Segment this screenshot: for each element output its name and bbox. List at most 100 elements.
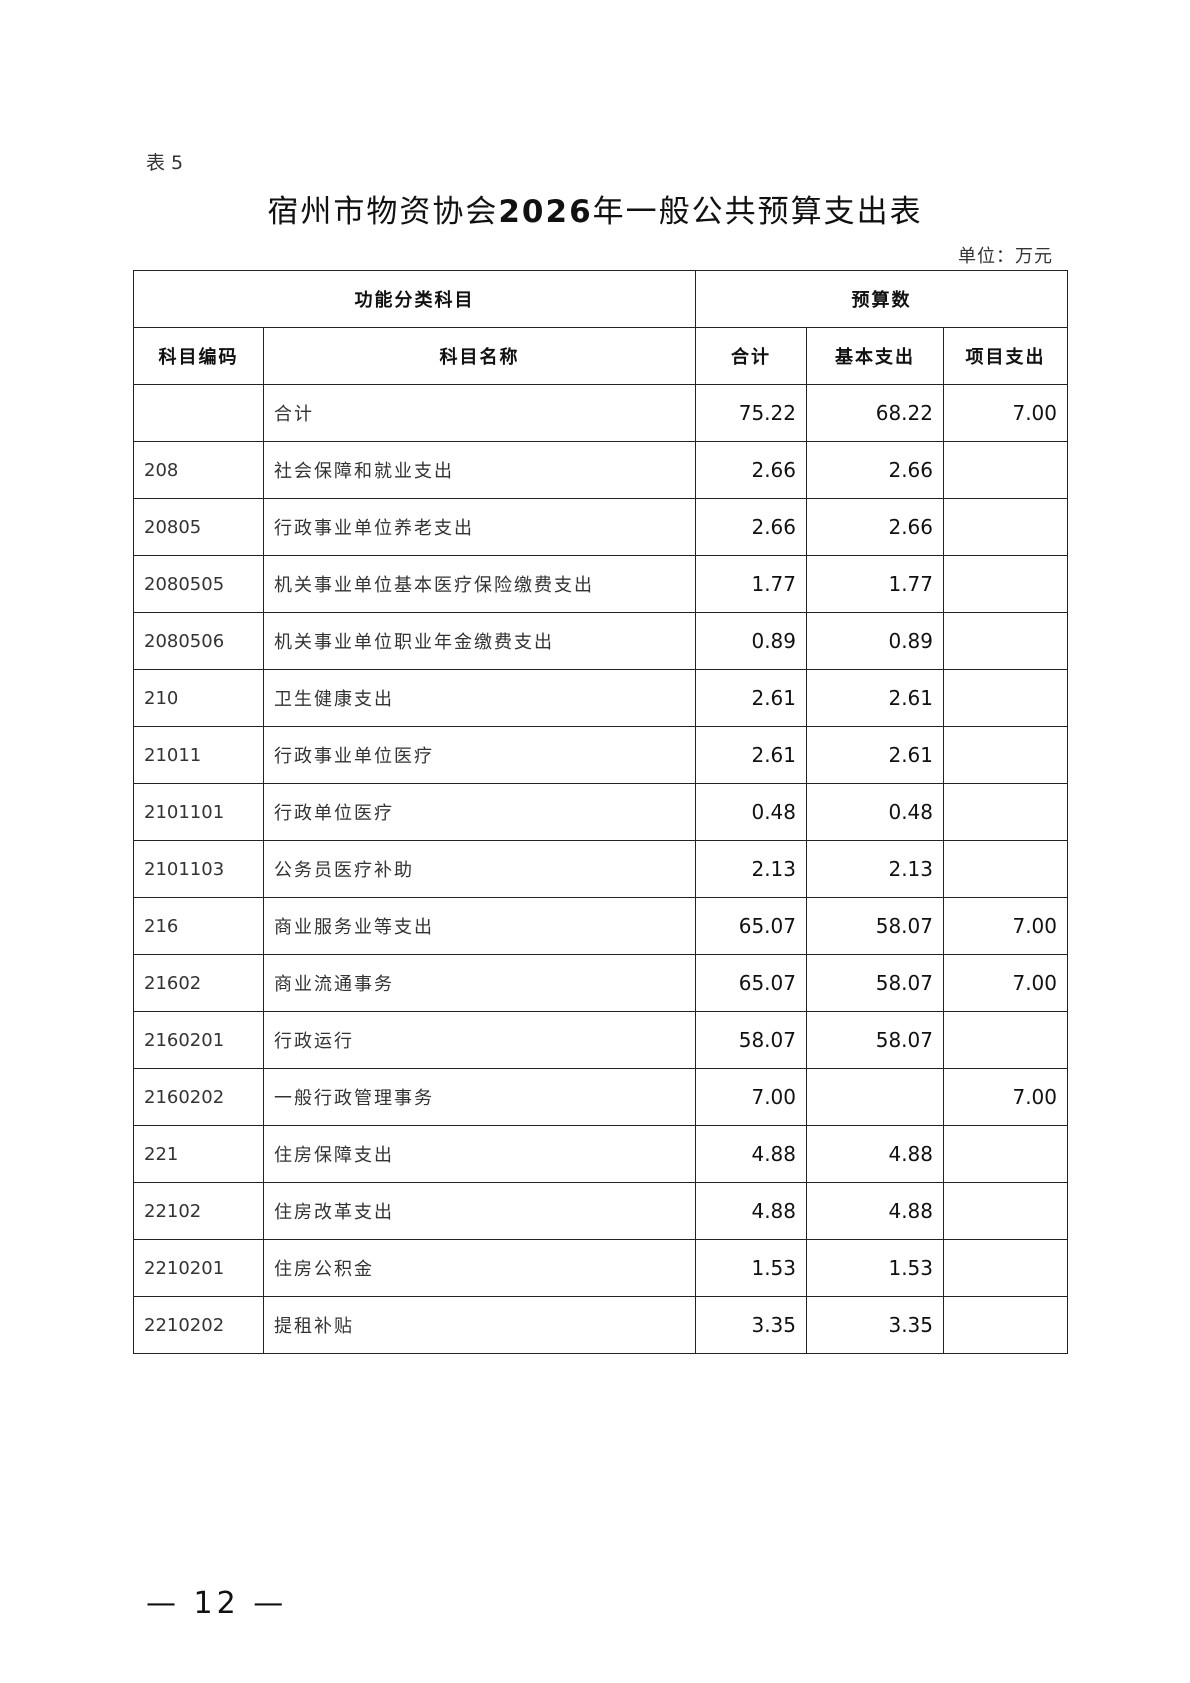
- cell-name: 社会保障和就业支出: [263, 441, 696, 499]
- title-prefix: 宿州市物资协会: [267, 194, 499, 230]
- table-row: 合计 75.22 68.22 7.00: [133, 384, 1068, 442]
- cell-code: 2101101: [133, 783, 264, 841]
- header-name: 科目名称: [263, 327, 696, 385]
- cell-code: 22102: [133, 1182, 264, 1240]
- cell-basic: 3.35: [806, 1296, 944, 1354]
- cell-name: 机关事业单位基本医疗保险缴费支出: [263, 555, 696, 613]
- cell-name: 住房保障支出: [263, 1125, 696, 1183]
- cell-basic: 58.07: [806, 897, 944, 955]
- cell-total: 4.88: [695, 1182, 807, 1240]
- budget-table: 功能分类科目 预算数 科目编码 科目名称 合计 基本支出 项目支出 合计 75.2…: [133, 270, 1068, 1354]
- table-row: 208 社会保障和就业支出 2.66 2.66: [133, 441, 1068, 499]
- cell-code: 2160201: [133, 1011, 264, 1069]
- cell-code: 20805: [133, 498, 264, 556]
- table-row: 22102 住房改革支出 4.88 4.88: [133, 1182, 1068, 1240]
- cell-total: 7.00: [695, 1068, 807, 1126]
- cell-project: 7.00: [943, 384, 1068, 442]
- header-row: 科目编码 科目名称 合计 基本支出 项目支出: [133, 327, 1068, 385]
- cell-project: [943, 1011, 1068, 1069]
- cell-project: [943, 498, 1068, 556]
- cell-name: 一般行政管理事务: [263, 1068, 696, 1126]
- cell-total: 2.61: [695, 669, 807, 727]
- cell-code: 208: [133, 441, 264, 499]
- group-header-budget: 预算数: [695, 270, 1068, 328]
- cell-total: 2.13: [695, 840, 807, 898]
- cell-project: [943, 555, 1068, 613]
- cell-project: [943, 783, 1068, 841]
- cell-total: 4.88: [695, 1125, 807, 1183]
- cell-total: 58.07: [695, 1011, 807, 1069]
- cell-name: 提租补贴: [263, 1296, 696, 1354]
- cell-name: 公务员医疗补助: [263, 840, 696, 898]
- page-title: 宿州市物资协会2026年一般公共预算支出表: [0, 186, 1190, 231]
- header-basic: 基本支出: [806, 327, 944, 385]
- cell-project: [943, 1125, 1068, 1183]
- cell-code: 221: [133, 1125, 264, 1183]
- group-header-row: 功能分类科目 预算数: [133, 270, 1068, 328]
- table-label: 表 5: [146, 152, 184, 174]
- cell-name: 合计: [263, 384, 696, 442]
- cell-name: 行政事业单位医疗: [263, 726, 696, 784]
- header-project: 项目支出: [943, 327, 1068, 385]
- cell-basic: 58.07: [806, 954, 944, 1012]
- cell-total: 2.66: [695, 441, 807, 499]
- cell-name: 住房公积金: [263, 1239, 696, 1297]
- cell-total: 2.66: [695, 498, 807, 556]
- cell-code: 2080505: [133, 555, 264, 613]
- table-row: 2210201 住房公积金 1.53 1.53: [133, 1239, 1068, 1297]
- cell-basic: 2.61: [806, 726, 944, 784]
- cell-basic: [806, 1068, 944, 1126]
- cell-project: [943, 1296, 1068, 1354]
- cell-project: [943, 1239, 1068, 1297]
- cell-project: [943, 1182, 1068, 1240]
- unit-label: 单位：万元: [958, 246, 1053, 267]
- cell-code: 2160202: [133, 1068, 264, 1126]
- table-row: 2160201 行政运行 58.07 58.07: [133, 1011, 1068, 1069]
- table-row: 2080506 机关事业单位职业年金缴费支出 0.89 0.89: [133, 612, 1068, 670]
- group-header-functional: 功能分类科目: [133, 270, 696, 328]
- cell-name: 行政运行: [263, 1011, 696, 1069]
- cell-basic: 2.66: [806, 441, 944, 499]
- cell-total: 75.22: [695, 384, 807, 442]
- cell-name: 机关事业单位职业年金缴费支出: [263, 612, 696, 670]
- table-row: 216 商业服务业等支出 65.07 58.07 7.00: [133, 897, 1068, 955]
- table-row: 2101103 公务员医疗补助 2.13 2.13: [133, 840, 1068, 898]
- cell-name: 行政事业单位养老支出: [263, 498, 696, 556]
- cell-code: 210: [133, 669, 264, 727]
- header-total: 合计: [695, 327, 807, 385]
- table-row: 2210202 提租补贴 3.35 3.35: [133, 1296, 1068, 1354]
- cell-basic: 0.89: [806, 612, 944, 670]
- cell-basic: 2.66: [806, 498, 944, 556]
- cell-name: 卫生健康支出: [263, 669, 696, 727]
- cell-project: [943, 612, 1068, 670]
- cell-basic: 2.13: [806, 840, 944, 898]
- cell-total: 1.77: [695, 555, 807, 613]
- page-number: — 12 —: [146, 1586, 288, 1621]
- cell-basic: 2.61: [806, 669, 944, 727]
- cell-total: 65.07: [695, 954, 807, 1012]
- table-row: 210 卫生健康支出 2.61 2.61: [133, 669, 1068, 727]
- cell-code: 2210201: [133, 1239, 264, 1297]
- table-row: 2101101 行政单位医疗 0.48 0.48: [133, 783, 1068, 841]
- cell-basic: 1.77: [806, 555, 944, 613]
- table-row: 21011 行政事业单位医疗 2.61 2.61: [133, 726, 1068, 784]
- cell-project: 7.00: [943, 954, 1068, 1012]
- title-year: 2026: [498, 194, 593, 230]
- cell-project: [943, 669, 1068, 727]
- cell-basic: 58.07: [806, 1011, 944, 1069]
- cell-code: [133, 384, 264, 442]
- cell-basic: 0.48: [806, 783, 944, 841]
- cell-project: [943, 726, 1068, 784]
- cell-name: 商业流通事务: [263, 954, 696, 1012]
- cell-code: 21011: [133, 726, 264, 784]
- cell-total: 1.53: [695, 1239, 807, 1297]
- cell-basic: 4.88: [806, 1182, 944, 1240]
- cell-total: 0.89: [695, 612, 807, 670]
- cell-code: 2080506: [133, 612, 264, 670]
- cell-project: [943, 441, 1068, 499]
- cell-basic: 1.53: [806, 1239, 944, 1297]
- cell-name: 商业服务业等支出: [263, 897, 696, 955]
- cell-code: 2101103: [133, 840, 264, 898]
- cell-total: 3.35: [695, 1296, 807, 1354]
- cell-project: 7.00: [943, 897, 1068, 955]
